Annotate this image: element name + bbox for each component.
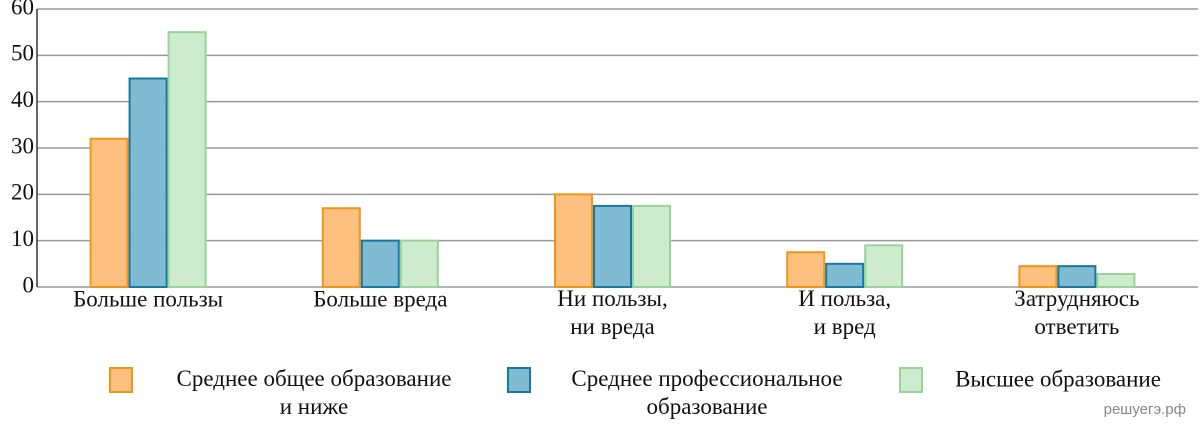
- legend-swatch: [899, 367, 923, 393]
- legend-label: Высшее образование: [955, 366, 1161, 391]
- bar: [1096, 273, 1136, 289]
- x-tick-label: Больше пользы: [73, 286, 223, 311]
- bar: [593, 204, 632, 289]
- bar: [321, 207, 361, 289]
- bar: [128, 77, 168, 288]
- x-tick-label: Затрудняюсь ответить: [1014, 286, 1139, 339]
- bar: [554, 193, 593, 288]
- bar: [786, 251, 826, 288]
- y-tick-label: 40: [11, 87, 34, 112]
- watermark: решуегэ.рф: [1104, 401, 1186, 418]
- bar: [864, 244, 904, 289]
- legend-label: Среднее профессиональное образование: [571, 366, 842, 419]
- y-tick-label: 60: [11, 0, 34, 19]
- legend-swatch: [507, 367, 531, 393]
- bar: [89, 137, 129, 288]
- y-tick-label: 0: [23, 272, 35, 297]
- legend-label: Среднее общее образование и ниже: [177, 366, 452, 419]
- y-tick-label: 20: [11, 180, 34, 205]
- x-tick-label: Ни пользы, ни вреда: [557, 286, 667, 339]
- x-tick-label: Больше вреда: [313, 286, 447, 311]
- legend-swatch: [109, 367, 133, 393]
- bar: [399, 239, 439, 289]
- bar: [632, 204, 671, 289]
- y-tick-label: 50: [11, 41, 34, 66]
- bar: [360, 239, 400, 289]
- y-tick-label: 10: [11, 226, 34, 251]
- bar: [167, 31, 207, 288]
- bar: [1018, 265, 1058, 288]
- y-tick-label: 30: [11, 133, 34, 158]
- bar: [1057, 265, 1097, 288]
- x-tick-label: И польза, и вред: [798, 286, 891, 339]
- bar: [825, 262, 865, 289]
